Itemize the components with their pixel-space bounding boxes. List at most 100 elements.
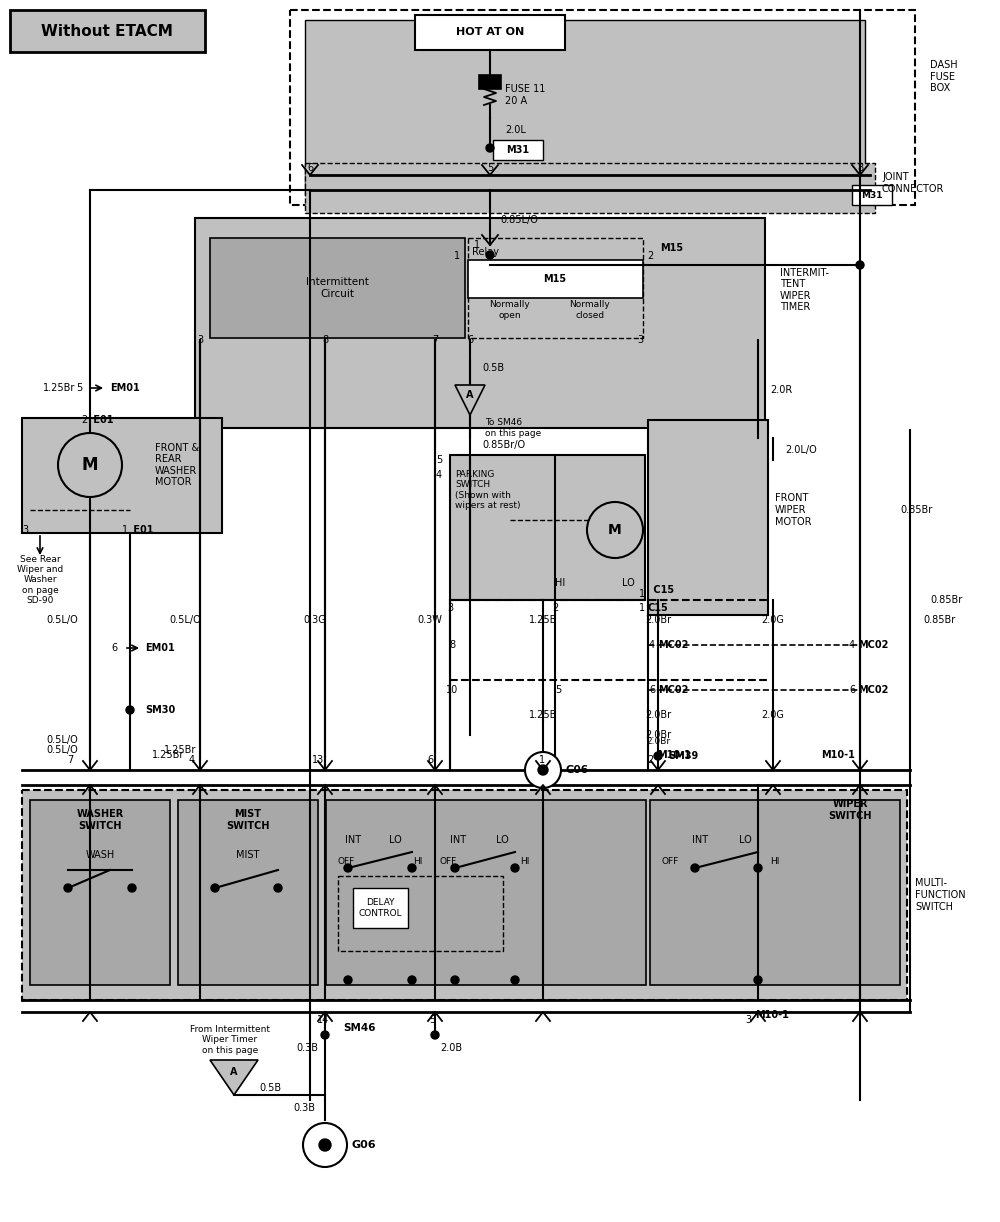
Text: 2.0Br: 2.0Br [645, 730, 671, 741]
Text: MC02: MC02 [858, 640, 888, 650]
Text: E01: E01 [90, 415, 114, 425]
Text: MC02: MC02 [658, 640, 688, 650]
Text: 0.3W: 0.3W [418, 615, 442, 624]
Text: 5: 5 [76, 382, 82, 393]
Bar [210, 238, 465, 338]
Bar [305, 163, 875, 213]
Text: 1.25B: 1.25B [529, 615, 557, 624]
Text: 8: 8 [322, 335, 328, 345]
Bar [22, 789, 907, 1000]
Bar [22, 418, 222, 533]
Text: M10-1: M10-1 [657, 750, 691, 760]
Text: 1.25Br: 1.25Br [164, 745, 196, 755]
Text: 0.5L/O: 0.5L/O [46, 615, 78, 624]
Text: Normally
open: Normally open [490, 301, 530, 320]
Text: 6: 6 [112, 643, 118, 653]
Circle shape [431, 1031, 439, 1039]
Bar [852, 185, 892, 205]
Text: 14: 14 [317, 1015, 329, 1025]
Text: 4: 4 [649, 640, 655, 650]
Text: 0.85L/O: 0.85L/O [500, 215, 538, 225]
Text: M10-1: M10-1 [821, 750, 855, 760]
Text: M31: M31 [861, 191, 883, 199]
Text: 1: 1 [639, 589, 645, 599]
Bar [648, 420, 768, 615]
Text: M31: M31 [506, 145, 530, 155]
Text: 1.25B: 1.25B [529, 710, 557, 720]
Text: 1: 1 [454, 251, 460, 262]
Circle shape [538, 765, 548, 775]
Circle shape [321, 1031, 329, 1039]
Text: MC02: MC02 [658, 686, 688, 695]
Bar [326, 800, 646, 985]
Text: INTERMIT-
TENT
WIPER
TIMER: INTERMIT- TENT WIPER TIMER [780, 268, 829, 313]
Text: M: M [82, 456, 98, 474]
Text: 5: 5 [555, 686, 561, 695]
Text: PARKING
SWITCH
(Shown with
wipers at rest): PARKING SWITCH (Shown with wipers at res… [455, 470, 520, 511]
Text: 3: 3 [745, 1015, 751, 1025]
Text: HI: HI [770, 858, 780, 866]
Text: 0.5B: 0.5B [482, 363, 504, 373]
Text: EM01: EM01 [145, 643, 175, 653]
Bar [493, 141, 543, 160]
Circle shape [587, 502, 643, 558]
Text: M15: M15 [660, 243, 683, 253]
Circle shape [511, 864, 519, 873]
Text: 5: 5 [487, 163, 493, 174]
Circle shape [691, 864, 699, 873]
Circle shape [486, 144, 494, 152]
Text: SM39: SM39 [668, 752, 698, 761]
Text: Without ETACM: Without ETACM [41, 23, 173, 39]
Text: INT: INT [450, 835, 466, 844]
Text: WASH: WASH [85, 851, 115, 860]
Text: To SM46
on this page: To SM46 on this page [485, 418, 541, 437]
Text: 0.3B: 0.3B [296, 1044, 318, 1053]
Text: MIST
SWITCH: MIST SWITCH [226, 809, 270, 831]
Text: See Rear
Wiper and
Washer
on page
SD-90: See Rear Wiper and Washer on page SD-90 [17, 555, 63, 605]
Circle shape [408, 976, 416, 984]
Text: 4: 4 [436, 470, 442, 480]
Text: 0.85Br/O: 0.85Br/O [482, 440, 525, 450]
Text: LO: LO [739, 835, 751, 844]
Text: 2: 2 [647, 251, 653, 262]
Text: FUSE 11
20 A: FUSE 11 20 A [505, 84, 545, 106]
Text: 1: 1 [639, 602, 645, 613]
Bar [195, 218, 765, 428]
Text: 2.0G: 2.0G [762, 615, 784, 624]
Text: 3: 3 [637, 335, 643, 345]
Text: 0.5B: 0.5B [259, 1083, 281, 1092]
Circle shape [654, 752, 662, 760]
Text: 2.0Br: 2.0Br [645, 710, 671, 720]
Circle shape [344, 976, 352, 984]
Circle shape [486, 251, 494, 259]
Circle shape [856, 262, 864, 269]
Text: DELAY
CONTROL: DELAY CONTROL [358, 898, 402, 918]
Text: 6: 6 [849, 686, 855, 695]
Text: WASHER
SWITCH: WASHER SWITCH [76, 809, 124, 831]
Text: 2.0G: 2.0G [762, 710, 784, 720]
Bar [10, 10, 205, 53]
Circle shape [64, 884, 72, 892]
Text: OFF: OFF [662, 858, 679, 866]
Text: LO: LO [496, 835, 508, 844]
Text: 0.3G: 0.3G [304, 615, 326, 624]
Text: WIPER
SWITCH: WIPER SWITCH [828, 799, 872, 821]
Text: FRONT &
REAR
WASHER
MOTOR: FRONT & REAR WASHER MOTOR [155, 442, 199, 488]
Text: 13: 13 [312, 755, 324, 765]
Text: 6: 6 [467, 335, 473, 345]
Circle shape [451, 976, 459, 984]
Text: MIST: MIST [236, 851, 260, 860]
Bar [468, 260, 643, 298]
Bar [353, 888, 408, 927]
Text: HI: HI [413, 858, 423, 866]
Text: C15: C15 [650, 585, 674, 595]
Circle shape [319, 1139, 331, 1151]
Text: INT: INT [692, 835, 708, 844]
Text: G06: G06 [352, 1140, 377, 1150]
Text: 2: 2 [552, 602, 558, 613]
Text: 2.0Br: 2.0Br [646, 738, 670, 747]
Circle shape [754, 976, 762, 984]
Text: OFF: OFF [440, 858, 457, 866]
Text: LO: LO [389, 835, 401, 844]
Polygon shape [455, 385, 485, 415]
